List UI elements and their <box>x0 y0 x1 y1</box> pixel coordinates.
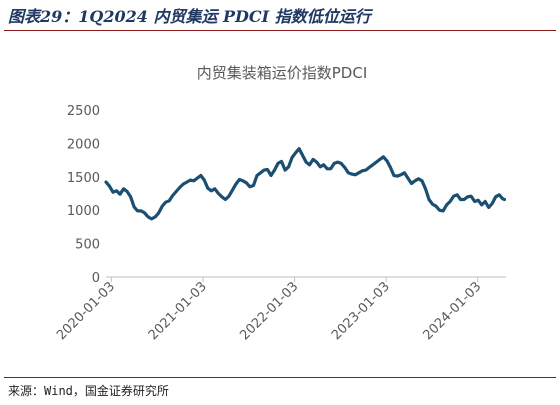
source-note: 来源：Wind，国金证券研究所 <box>8 384 169 398</box>
x-tick-label: 2024-01-03 <box>420 279 484 343</box>
x-tick-label: 2021-01-03 <box>146 279 210 343</box>
y-tick-label: 1000 <box>67 204 100 219</box>
x-axis-ticks: 2020-01-03 2021-01-03 2022-01-03 2023-01-03… <box>54 277 484 343</box>
y-tick-label: 500 <box>75 238 100 253</box>
chart-title: 内贸集装箱运价指数PDCI <box>197 64 368 82</box>
x-tick-label: 2020-01-03 <box>54 279 118 343</box>
x-tick-label: 2022-01-03 <box>237 279 301 343</box>
source-divider <box>4 377 556 378</box>
series-group <box>104 147 507 221</box>
series-line-pdci <box>104 147 507 221</box>
x-tick-label: 2023-01-03 <box>329 279 393 343</box>
y-tick-label: 2000 <box>67 137 100 152</box>
chart-area: 内贸集装箱运价指数PDCI 0 500 1000 1500 2000 2500 2020-… <box>0 34 560 374</box>
caption-divider <box>4 30 556 31</box>
figure-caption: 图表29：1Q2024 内贸集运 PDCI 指数低位运行 <box>8 7 371 26</box>
y-tick-label: 1500 <box>67 171 100 186</box>
y-tick-label: 0 <box>92 271 100 286</box>
pdci-line-chart: 内贸集装箱运价指数PDCI 0 500 1000 1500 2000 2500 2020-… <box>54 64 507 343</box>
y-axis-ticks: 0 500 1000 1500 2000 2500 <box>67 104 100 286</box>
y-tick-label: 2500 <box>67 104 100 119</box>
